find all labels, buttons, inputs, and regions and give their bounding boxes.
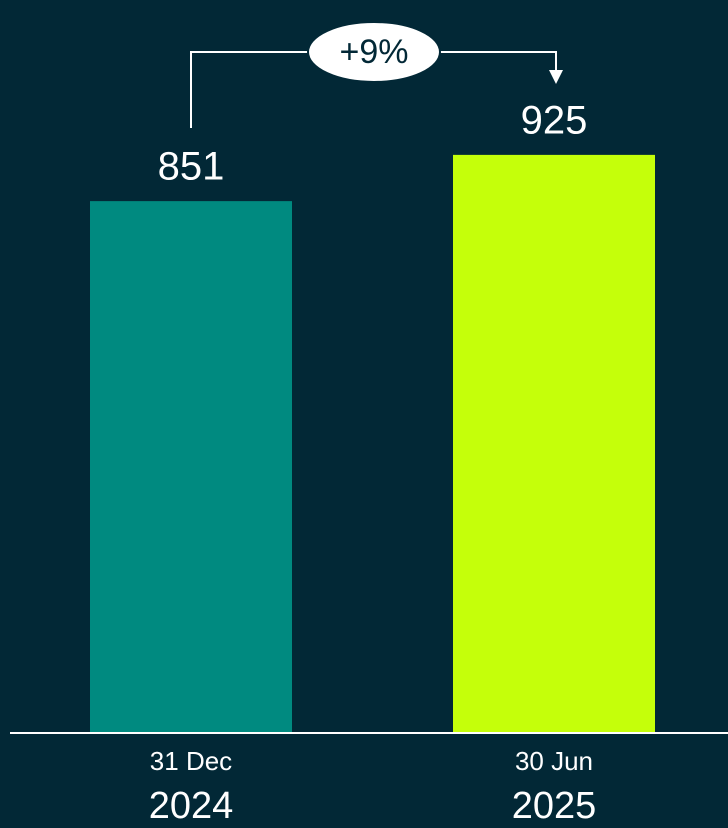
connector (438, 51, 557, 72)
connector (190, 51, 310, 128)
arrow-head (549, 70, 563, 84)
annotation-bubble (307, 21, 441, 83)
x-tick-label: 31 Dec (150, 746, 232, 776)
value-label: 851 (158, 145, 225, 189)
value-label: 925 (521, 98, 588, 142)
annotation-text: +9% (340, 33, 409, 71)
bar (453, 154, 655, 733)
change-annotation: +9% (190, 21, 563, 128)
x-tick-label: 2025 (512, 785, 597, 827)
x-tick-label: 30 Jun (515, 746, 593, 776)
bar (90, 201, 292, 733)
x-tick-label: 2024 (149, 785, 234, 827)
